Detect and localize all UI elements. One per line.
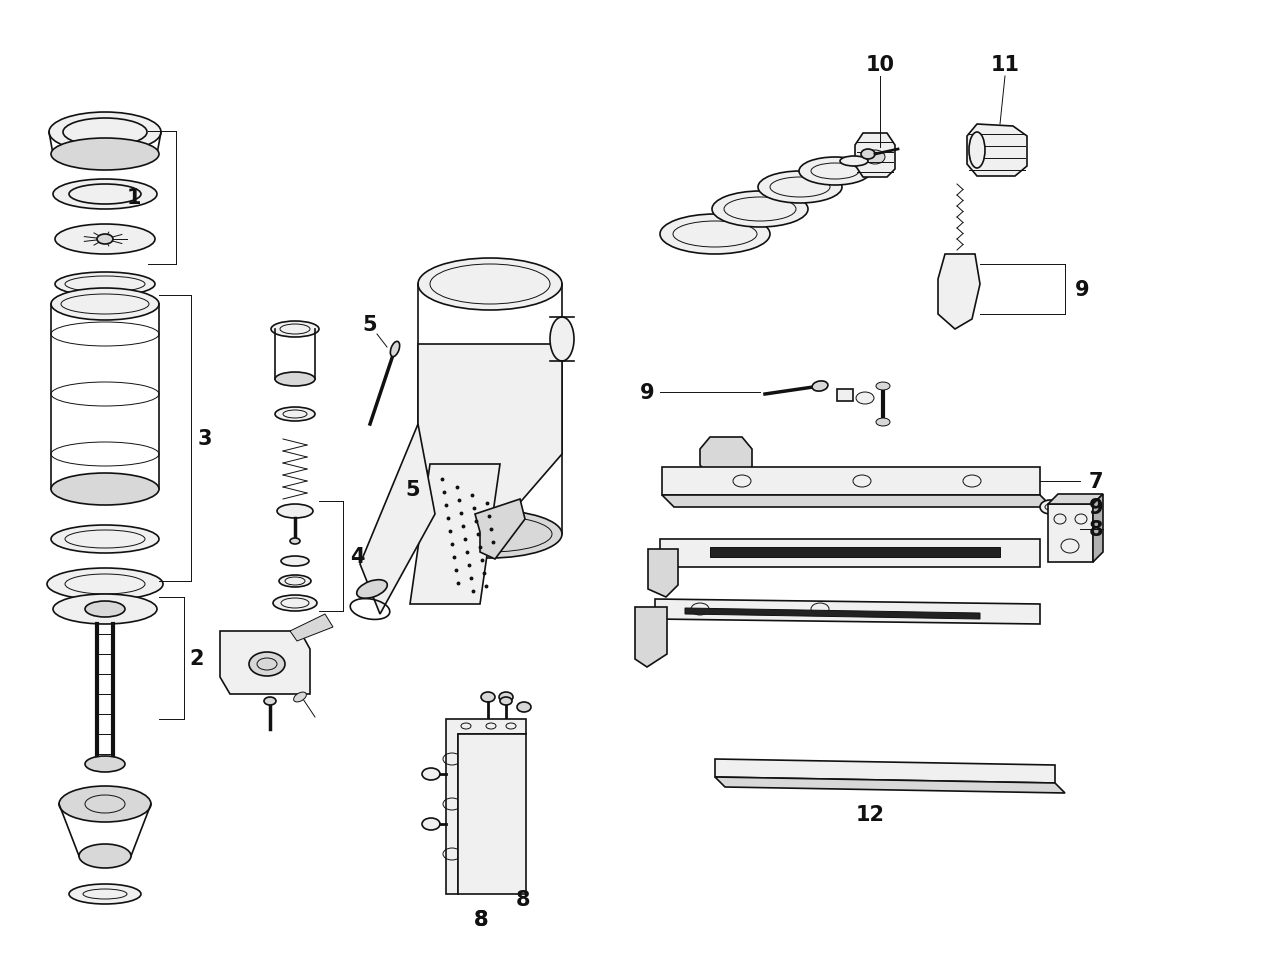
Ellipse shape xyxy=(275,373,315,386)
Ellipse shape xyxy=(51,474,159,505)
Text: 8: 8 xyxy=(474,909,488,929)
Ellipse shape xyxy=(517,702,531,712)
Polygon shape xyxy=(855,134,895,178)
Ellipse shape xyxy=(876,382,890,390)
Ellipse shape xyxy=(861,150,876,160)
Ellipse shape xyxy=(55,273,155,297)
Ellipse shape xyxy=(49,112,161,153)
Polygon shape xyxy=(220,631,310,694)
Polygon shape xyxy=(716,759,1055,783)
Ellipse shape xyxy=(712,192,808,228)
Ellipse shape xyxy=(550,318,573,361)
Text: 3: 3 xyxy=(197,429,212,449)
Ellipse shape xyxy=(390,342,399,357)
Ellipse shape xyxy=(422,818,440,830)
Ellipse shape xyxy=(500,698,512,705)
Ellipse shape xyxy=(52,595,157,625)
Text: 2: 2 xyxy=(189,649,205,668)
Polygon shape xyxy=(1048,505,1093,562)
Ellipse shape xyxy=(47,568,163,601)
Polygon shape xyxy=(710,548,1000,557)
Ellipse shape xyxy=(840,157,868,167)
Text: 9: 9 xyxy=(1089,498,1103,517)
Ellipse shape xyxy=(84,756,125,773)
Ellipse shape xyxy=(97,234,113,245)
Bar xyxy=(837,389,852,402)
Ellipse shape xyxy=(79,844,131,868)
Text: 5: 5 xyxy=(362,314,378,334)
Text: 5: 5 xyxy=(406,480,420,500)
Ellipse shape xyxy=(293,692,306,702)
Ellipse shape xyxy=(865,151,884,165)
Text: 4: 4 xyxy=(349,547,365,566)
Polygon shape xyxy=(966,125,1027,177)
Polygon shape xyxy=(938,255,980,330)
Polygon shape xyxy=(475,500,525,559)
Ellipse shape xyxy=(51,526,159,554)
Polygon shape xyxy=(419,345,562,514)
Ellipse shape xyxy=(660,214,771,255)
Polygon shape xyxy=(655,600,1039,625)
Ellipse shape xyxy=(69,884,141,904)
Ellipse shape xyxy=(52,180,157,209)
Ellipse shape xyxy=(419,259,562,310)
Polygon shape xyxy=(291,614,333,641)
Ellipse shape xyxy=(250,653,285,677)
Ellipse shape xyxy=(282,556,308,566)
Ellipse shape xyxy=(357,580,388,599)
Ellipse shape xyxy=(758,172,842,204)
Polygon shape xyxy=(1093,495,1103,562)
Text: 9: 9 xyxy=(1075,280,1089,300)
Ellipse shape xyxy=(291,538,300,545)
Text: 8: 8 xyxy=(1089,520,1103,539)
Ellipse shape xyxy=(55,225,155,255)
Ellipse shape xyxy=(499,692,513,702)
Polygon shape xyxy=(360,425,435,614)
Ellipse shape xyxy=(264,698,276,705)
Ellipse shape xyxy=(419,510,562,558)
Polygon shape xyxy=(445,719,526,894)
Ellipse shape xyxy=(969,133,986,169)
Polygon shape xyxy=(458,734,526,894)
Ellipse shape xyxy=(812,382,828,392)
Ellipse shape xyxy=(422,768,440,780)
Ellipse shape xyxy=(59,786,151,823)
Polygon shape xyxy=(716,777,1065,793)
Ellipse shape xyxy=(481,692,495,702)
Ellipse shape xyxy=(856,393,874,405)
Ellipse shape xyxy=(51,138,159,171)
Text: 7: 7 xyxy=(1089,472,1103,491)
Ellipse shape xyxy=(273,596,317,611)
Text: 12: 12 xyxy=(855,804,884,825)
Ellipse shape xyxy=(271,322,319,337)
Ellipse shape xyxy=(876,419,890,427)
Ellipse shape xyxy=(799,158,870,185)
Polygon shape xyxy=(1048,495,1103,505)
Text: 9: 9 xyxy=(640,382,654,403)
Ellipse shape xyxy=(276,505,314,519)
Text: 8: 8 xyxy=(474,909,488,929)
Text: 10: 10 xyxy=(865,55,895,75)
Polygon shape xyxy=(700,437,753,478)
Text: 1: 1 xyxy=(127,187,141,208)
Ellipse shape xyxy=(275,407,315,422)
Text: 11: 11 xyxy=(991,55,1019,75)
Polygon shape xyxy=(410,464,500,604)
Ellipse shape xyxy=(84,602,125,617)
Polygon shape xyxy=(635,607,667,667)
Polygon shape xyxy=(662,496,1052,507)
Ellipse shape xyxy=(1039,501,1060,514)
Polygon shape xyxy=(685,608,980,619)
Text: 8: 8 xyxy=(516,889,530,909)
Polygon shape xyxy=(648,550,678,598)
Polygon shape xyxy=(660,539,1039,567)
Ellipse shape xyxy=(51,288,159,321)
Ellipse shape xyxy=(279,576,311,587)
Polygon shape xyxy=(662,467,1039,496)
